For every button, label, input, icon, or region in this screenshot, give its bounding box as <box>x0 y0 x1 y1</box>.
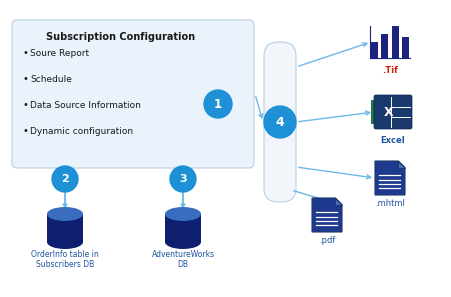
Text: Schedule: Schedule <box>30 75 72 83</box>
Polygon shape <box>312 198 342 232</box>
Text: •: • <box>22 100 28 110</box>
Text: Data Source Information: Data Source Information <box>30 100 141 110</box>
Ellipse shape <box>47 235 83 249</box>
FancyBboxPatch shape <box>264 42 296 202</box>
Ellipse shape <box>47 207 83 221</box>
Text: 4: 4 <box>276 116 285 129</box>
Text: .mhtml: .mhtml <box>375 199 405 208</box>
Text: 1: 1 <box>214 97 222 110</box>
Text: Excel: Excel <box>381 136 405 145</box>
Circle shape <box>264 106 296 138</box>
Bar <box>381 34 388 58</box>
Polygon shape <box>336 198 342 205</box>
Circle shape <box>204 90 232 118</box>
Text: 2: 2 <box>61 174 69 184</box>
Text: X: X <box>384 105 393 119</box>
Polygon shape <box>375 161 405 195</box>
Bar <box>165 214 201 242</box>
Bar <box>47 214 83 242</box>
Polygon shape <box>398 161 405 168</box>
Text: Soure Report: Soure Report <box>30 48 89 58</box>
Text: 3: 3 <box>179 174 187 184</box>
Text: OrderInfo table in
Subscribers DB: OrderInfo table in Subscribers DB <box>31 250 99 269</box>
Text: .Tif: .Tif <box>382 66 398 75</box>
Bar <box>402 37 409 58</box>
Text: •: • <box>22 74 28 84</box>
Text: .pdf: .pdf <box>319 236 335 245</box>
Ellipse shape <box>165 207 201 221</box>
Circle shape <box>52 166 78 192</box>
Bar <box>391 26 399 58</box>
Text: AdventureWorks
DB: AdventureWorks DB <box>152 250 215 269</box>
Bar <box>371 42 378 58</box>
FancyBboxPatch shape <box>374 95 412 129</box>
Text: Subscription Configuration: Subscription Configuration <box>46 32 196 42</box>
Text: Dynamic configuration: Dynamic configuration <box>30 127 133 135</box>
Text: •: • <box>22 126 28 136</box>
Text: •: • <box>22 48 28 58</box>
Bar <box>371 100 379 124</box>
FancyBboxPatch shape <box>12 20 254 168</box>
Circle shape <box>170 166 196 192</box>
Ellipse shape <box>165 235 201 249</box>
